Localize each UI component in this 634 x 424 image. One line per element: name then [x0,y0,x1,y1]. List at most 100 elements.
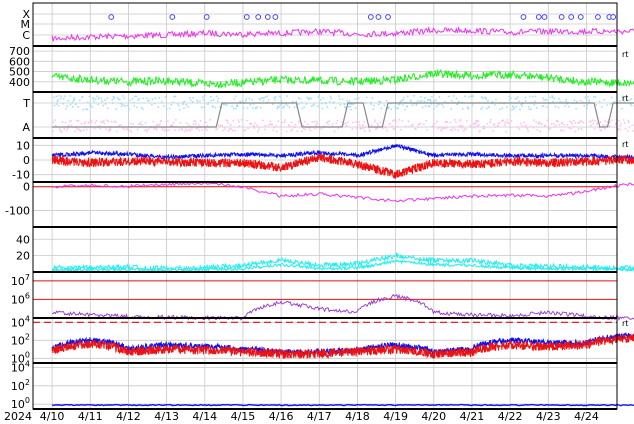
sector-point-away [257,126,260,128]
sector-line [52,102,634,128]
sector-point-away [159,120,162,123]
sector-point-toward [451,100,453,102]
sector-point-toward [369,101,372,104]
sector-point-away [440,130,443,132]
sector-point-toward [295,106,298,108]
sector-point-away [88,121,90,124]
sector-point-away [335,122,337,125]
sector-point-toward [326,106,328,108]
sector-point-away [255,124,258,126]
sector-point-toward [124,105,127,107]
sector-point-away [141,124,143,126]
sector-point-toward [341,98,344,101]
sector-point-toward [212,99,215,101]
sector-point-toward [117,98,120,101]
sector-point-away [95,120,98,122]
sector-point-away [538,122,541,124]
x-tick-label: 4/22 [498,410,523,423]
sector-point-toward [267,99,270,101]
y-tick-label: X [22,8,30,21]
sector-point-toward [324,102,327,104]
sector-point-away [490,119,492,121]
sector-point-away [63,128,66,130]
sector-point-away [332,123,334,125]
sector-point-toward [349,103,351,106]
sector-point-away [269,123,271,126]
sector-point-toward [345,107,347,109]
sector-point-toward [407,95,409,98]
sector-point-away [70,120,72,122]
sector-point-toward [53,96,55,99]
sector-point-toward [380,101,382,104]
sector-point-away [66,127,69,130]
flare-marker [385,14,391,20]
sector-point-away [449,121,451,124]
sector-point-away [527,130,529,133]
sector-point-toward [297,103,299,105]
sector-point-away [277,120,280,122]
sector-point-away [320,128,323,130]
sector-point-away [188,128,190,131]
sector-point-toward [300,102,303,104]
sector-point-toward [464,95,466,98]
sector-point-away [598,126,600,129]
sector-point-away [627,119,629,122]
sector-point-toward [455,97,458,100]
sector-point-away [566,123,569,126]
sector-point-toward [594,96,597,98]
sector-point-toward [280,100,283,102]
sector-point-toward [219,106,221,108]
sector-point-toward [356,98,359,100]
sector-point-toward [160,101,163,103]
sector-point-toward [562,101,564,104]
sector-point-toward [168,107,171,110]
sector-point-toward [567,105,570,108]
series-layer [33,14,634,407]
sector-point-toward [305,103,308,105]
sector-point-toward [372,108,375,110]
sector-point-away [590,124,592,127]
sector-point-toward [224,103,227,105]
sector-point-away [164,129,166,132]
sector-point-toward [214,106,217,109]
sector-point-toward [119,98,121,101]
sector-point-toward [485,97,488,100]
sector-point-toward [338,98,341,100]
sector-point-toward [148,99,150,101]
sector-point-toward [522,102,524,105]
sector-point-toward [553,97,556,100]
sector-point-away [401,120,403,122]
sector-point-toward [119,102,122,105]
sector-point-away [577,128,580,130]
sector-point-toward [452,95,455,97]
sector-point-toward [245,100,247,102]
sector-point-away [64,121,67,124]
sector-point-toward [212,106,214,108]
flare-marker [568,14,575,20]
proton-series-b [51,333,634,359]
sector-point-toward [549,96,552,99]
sector-point-away [191,128,193,130]
sector-point-toward [598,100,601,103]
sector-point-away [417,126,420,129]
sector-point-away [571,123,573,125]
sector-point-away [156,129,158,131]
sector-point-toward [613,101,616,103]
sector-point-away [507,121,509,124]
sector-point-toward [200,106,203,109]
sector-point-toward [151,104,153,106]
sector-point-away [560,129,563,131]
sector-point-away [624,127,627,130]
flare-marker [577,14,584,20]
sector-point-away [90,119,92,122]
sector-point-toward [199,100,201,102]
xray-series [51,25,634,42]
sector-point-away [440,128,442,131]
sector-point-away [325,122,328,124]
sector-point-toward [402,99,404,101]
sector-point-away [246,119,248,122]
sector-point-away [269,120,272,122]
sector-point-away [84,121,87,123]
flare-marker [375,14,382,20]
sector-point-away [247,127,249,130]
